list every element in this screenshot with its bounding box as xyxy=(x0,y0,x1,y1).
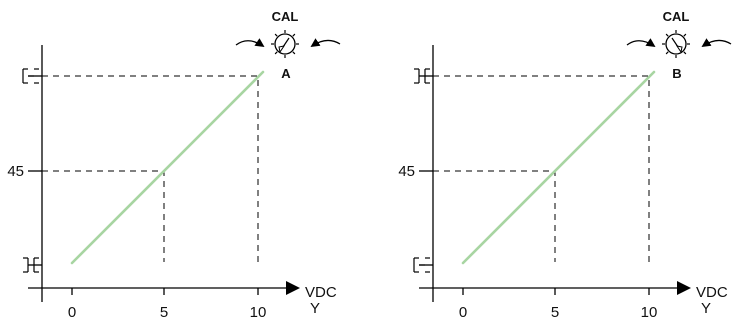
dial-title: CAL xyxy=(272,9,299,24)
guide-mid xyxy=(42,170,165,262)
rotate-arrow-right-icon xyxy=(701,38,732,48)
x-label-5: 5 xyxy=(551,304,559,321)
panel-b: 45 0 5 10 VDC Y CAL B xyxy=(398,9,732,321)
rotate-arrow-left-icon xyxy=(626,38,656,48)
dial-label: A xyxy=(281,66,291,81)
calibration-dial-icon xyxy=(271,30,299,58)
rotate-arrow-left-icon xyxy=(235,38,265,48)
dial-title: CAL xyxy=(663,9,690,24)
x-label-0: 0 xyxy=(459,304,467,321)
guide-mid xyxy=(433,170,556,262)
x-axis-arrow xyxy=(286,281,300,295)
y-glyph-top xyxy=(22,68,39,84)
guide-top xyxy=(433,75,650,262)
calibration-line xyxy=(461,70,656,265)
y-glyph-bottom xyxy=(413,257,430,273)
x-label-0: 0 xyxy=(68,304,76,321)
calibration-line xyxy=(70,70,265,265)
x-label-5: 5 xyxy=(160,304,168,321)
y-label-45: 45 xyxy=(398,163,415,180)
calibration-dial-icon xyxy=(662,30,690,58)
x-unit-label: VDC xyxy=(305,284,337,301)
y-glyph-top xyxy=(414,68,430,84)
y-glyph-bottom xyxy=(23,257,39,273)
x-axis-letter: Y xyxy=(310,300,320,317)
y-label-45: 45 xyxy=(7,163,24,180)
x-axis-letter: Y xyxy=(701,300,711,317)
dial-label: B xyxy=(672,66,681,81)
x-unit-label: VDC xyxy=(696,284,728,301)
x-label-10: 10 xyxy=(641,304,658,321)
x-label-10: 10 xyxy=(250,304,267,321)
rotate-arrow-right-icon xyxy=(310,38,341,48)
x-axis-arrow xyxy=(677,281,691,295)
panel-a: 45 0 5 10 VDC Y CAL A xyxy=(7,9,341,321)
guide-top xyxy=(42,75,259,262)
